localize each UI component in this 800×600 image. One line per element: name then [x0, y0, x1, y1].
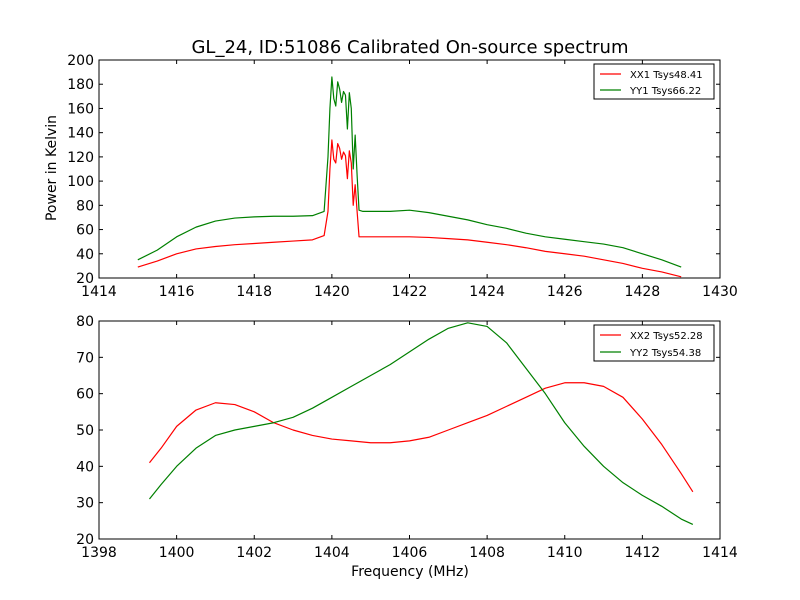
y-tick-label: 40 [76, 459, 94, 475]
y-tick-label: 70 [76, 350, 94, 366]
legend-label-series-2: YY2 Tsys54.38 [629, 348, 701, 359]
x-tick-label: 1402 [236, 545, 272, 561]
series-line-2 [137, 76, 682, 268]
x-tick-label: 1406 [392, 545, 428, 561]
x-tick-label: 1426 [547, 284, 583, 300]
x-tick-label: 1416 [159, 284, 195, 300]
y-tick-label: 40 [76, 247, 94, 263]
legend: XX2 Tsys52.28 YY2 Tsys54.38 [593, 324, 715, 362]
x-tick-label: 1422 [392, 284, 428, 300]
series-layer [148, 322, 694, 526]
y-tick-label: 100 [67, 174, 94, 190]
axes-layer: 1414 1416 1418 1420 1422 1424 1426 1428 1430 20 40… [67, 53, 738, 300]
series-line-1 [137, 139, 682, 278]
y-tick-label: 140 [67, 126, 94, 142]
legend: XX1 Tsys48.41 YY1 Tsys66.22 [593, 63, 715, 100]
x-tick-label: 1428 [625, 284, 661, 300]
series-layer [137, 76, 682, 278]
y-tick-label: 200 [67, 53, 94, 69]
legend-label-series-1: XX2 Tsys52.28 [630, 331, 703, 342]
x-tick-label: 1412 [625, 545, 661, 561]
legend-label-series-2: YY1 Tsys66.22 [629, 86, 701, 97]
y-tick-label: 160 [67, 101, 94, 117]
x-tick-label: 1400 [159, 545, 195, 561]
x-tick-label: 1420 [314, 284, 350, 300]
chart-title: GL_24, ID:51086 Calibrated On-source spe… [191, 37, 628, 58]
y-tick-label: 60 [76, 387, 94, 403]
axes-layer: 1398 1400 1402 1404 1406 1408 1410 1412 1414 20 30… [76, 314, 738, 561]
x-tick-label: 1424 [469, 284, 505, 300]
y-tick-label: 60 [76, 223, 94, 239]
chart-top: GL_24, ID:51086 Calibrated On-source spe… [44, 37, 738, 300]
y-tick-label: 120 [67, 150, 94, 166]
chart-bottom: Frequency (MHz) 1398 1400 1402 1404 1406 1408… [76, 314, 738, 580]
y-axis-label: Power in Kelvin [44, 115, 60, 221]
x-tick-label: 1414 [702, 545, 738, 561]
legend-label-series-1: XX1 Tsys48.41 [630, 70, 703, 81]
y-tick-label: 180 [67, 77, 94, 93]
y-tick-label: 20 [76, 271, 94, 287]
x-tick-label: 1408 [469, 545, 505, 561]
x-tick-label: 1398 [81, 545, 117, 561]
y-tick-label: 80 [76, 198, 94, 214]
y-tick-label: 30 [76, 496, 94, 512]
series-line-1 [148, 382, 694, 493]
y-tick-label: 20 [76, 532, 94, 548]
x-tick-label: 1414 [81, 284, 117, 300]
legend-box [593, 324, 715, 362]
legend-box [593, 63, 715, 100]
x-tick-label: 1418 [236, 284, 272, 300]
y-tick-label: 50 [76, 423, 94, 439]
series-line-2 [148, 322, 694, 526]
x-tick-label: 1404 [314, 545, 350, 561]
x-tick-label: 1430 [702, 284, 738, 300]
x-axis-label: Frequency (MHz) [351, 564, 469, 580]
y-tick-label: 80 [76, 314, 94, 330]
x-tick-label: 1410 [547, 545, 583, 561]
